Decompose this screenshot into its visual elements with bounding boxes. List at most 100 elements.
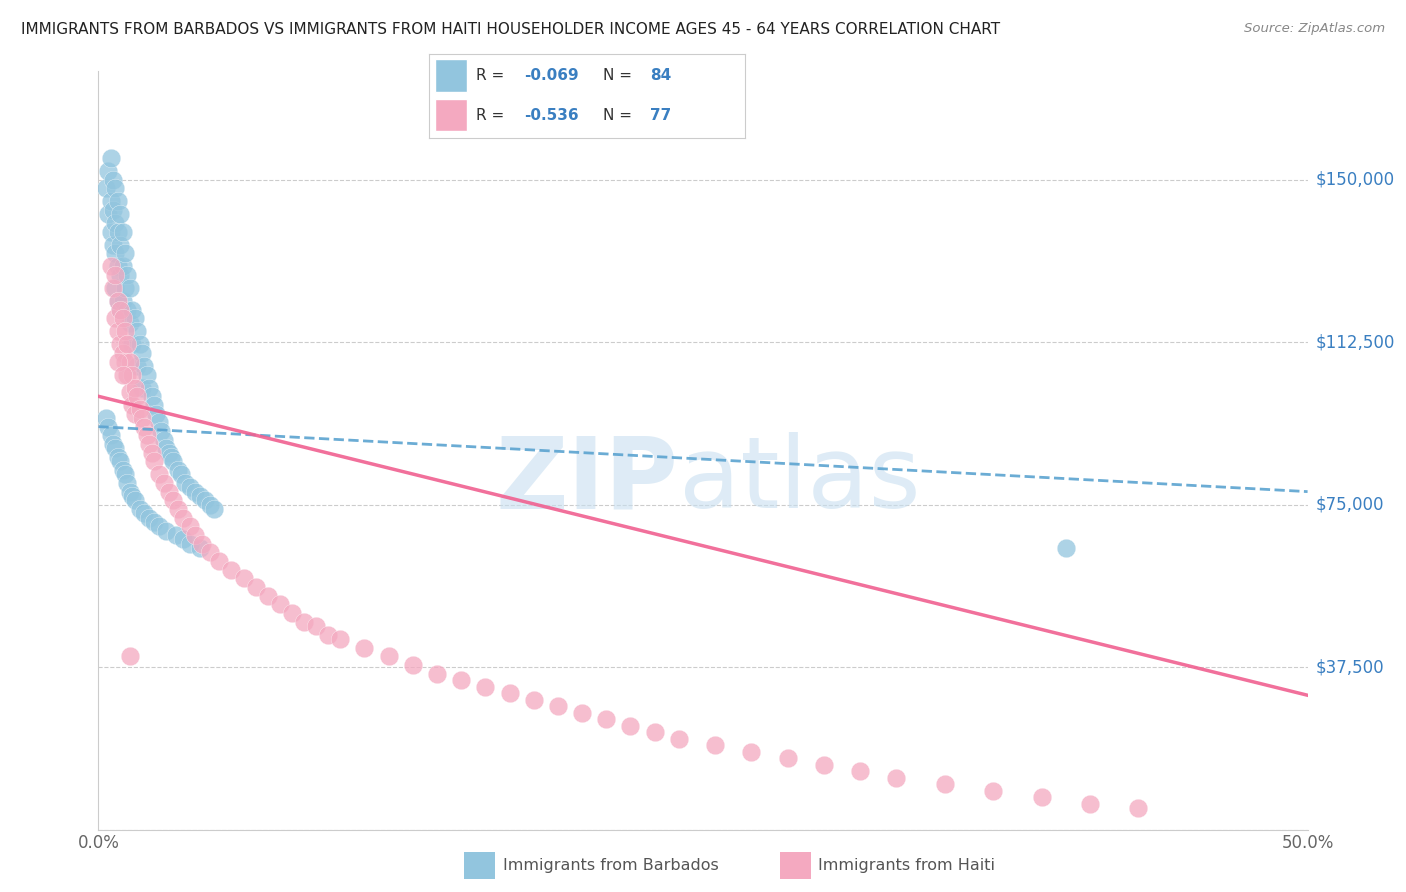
Point: [111, 368, 134, 382]
Point: [184, 528, 207, 542]
Point: [141, 389, 163, 403]
Point: [172, 533, 194, 547]
Point: [148, 467, 170, 482]
Point: [108, 302, 131, 317]
Point: [141, 445, 163, 459]
Point: [813, 757, 835, 772]
Point: [498, 686, 520, 700]
Point: [179, 536, 201, 550]
Point: [121, 489, 143, 503]
Point: [124, 493, 146, 508]
Point: [104, 246, 127, 260]
Point: [118, 354, 141, 368]
Point: [117, 302, 139, 317]
Point: [160, 450, 183, 464]
Point: [165, 528, 187, 542]
Point: [1031, 790, 1053, 805]
Point: [124, 381, 146, 395]
Point: [107, 324, 129, 338]
Text: -0.069: -0.069: [524, 68, 578, 83]
Point: [162, 493, 184, 508]
Point: [377, 649, 399, 664]
Point: [127, 324, 149, 338]
Point: [143, 515, 166, 529]
Point: [100, 225, 122, 239]
Point: [104, 442, 127, 456]
Point: [108, 337, 131, 351]
Point: [131, 381, 153, 395]
Text: ZIP: ZIP: [496, 433, 679, 529]
Point: [208, 554, 231, 568]
Point: [305, 619, 328, 633]
Point: [281, 606, 304, 620]
Point: [138, 437, 160, 451]
Point: [188, 489, 211, 503]
Text: Immigrants from Barbados: Immigrants from Barbados: [503, 858, 718, 872]
Point: [138, 381, 160, 395]
Text: $37,500: $37,500: [1316, 658, 1385, 676]
Point: [108, 454, 131, 468]
Point: [157, 445, 180, 459]
Point: [114, 281, 136, 295]
Point: [94, 411, 117, 425]
Point: [107, 260, 129, 274]
Point: [134, 419, 156, 434]
Point: [118, 316, 141, 330]
Point: [101, 172, 124, 186]
Point: [134, 359, 156, 373]
Point: [704, 738, 727, 752]
Point: [329, 632, 352, 646]
Point: [118, 649, 141, 664]
Point: [204, 502, 226, 516]
Point: [111, 293, 134, 308]
Text: $112,500: $112,500: [1316, 333, 1395, 351]
Point: [135, 368, 157, 382]
Text: N =: N =: [603, 68, 637, 83]
Point: [135, 428, 157, 442]
Point: [100, 428, 122, 442]
Point: [118, 484, 141, 499]
Point: [108, 207, 131, 221]
Point: [111, 346, 134, 360]
Point: [131, 346, 153, 360]
Text: Immigrants from Haiti: Immigrants from Haiti: [818, 858, 995, 872]
Point: [450, 673, 472, 687]
Text: 84: 84: [651, 68, 672, 83]
Point: [114, 246, 136, 260]
Point: [97, 164, 120, 178]
Point: [619, 718, 641, 732]
Text: IMMIGRANTS FROM BARBADOS VS IMMIGRANTS FROM HAITI HOUSEHOLDER INCOME AGES 45 - 6: IMMIGRANTS FROM BARBADOS VS IMMIGRANTS F…: [21, 22, 1000, 37]
Point: [148, 519, 170, 533]
Point: [94, 181, 117, 195]
Point: [111, 463, 134, 477]
Point: [143, 398, 166, 412]
Point: [198, 545, 221, 559]
Point: [118, 281, 141, 295]
Text: R =: R =: [477, 108, 509, 123]
Point: [571, 706, 593, 720]
Point: [167, 502, 190, 516]
Text: $75,000: $75,000: [1316, 496, 1385, 514]
Point: [668, 731, 690, 746]
Point: [152, 475, 174, 490]
Point: [269, 597, 291, 611]
Point: [104, 181, 127, 195]
Point: [121, 337, 143, 351]
Point: [886, 771, 908, 785]
Point: [104, 268, 127, 282]
Point: [100, 194, 122, 209]
Text: -0.536: -0.536: [524, 108, 578, 123]
Point: [179, 519, 201, 533]
Point: [981, 783, 1004, 797]
Point: [221, 563, 243, 577]
Point: [111, 225, 134, 239]
Bar: [436, 99, 467, 131]
Point: [107, 293, 129, 308]
Point: [107, 354, 129, 368]
Point: [111, 311, 134, 326]
Point: [191, 536, 214, 550]
Point: [292, 615, 315, 629]
Point: [97, 419, 120, 434]
Point: [547, 699, 569, 714]
Point: [474, 680, 496, 694]
